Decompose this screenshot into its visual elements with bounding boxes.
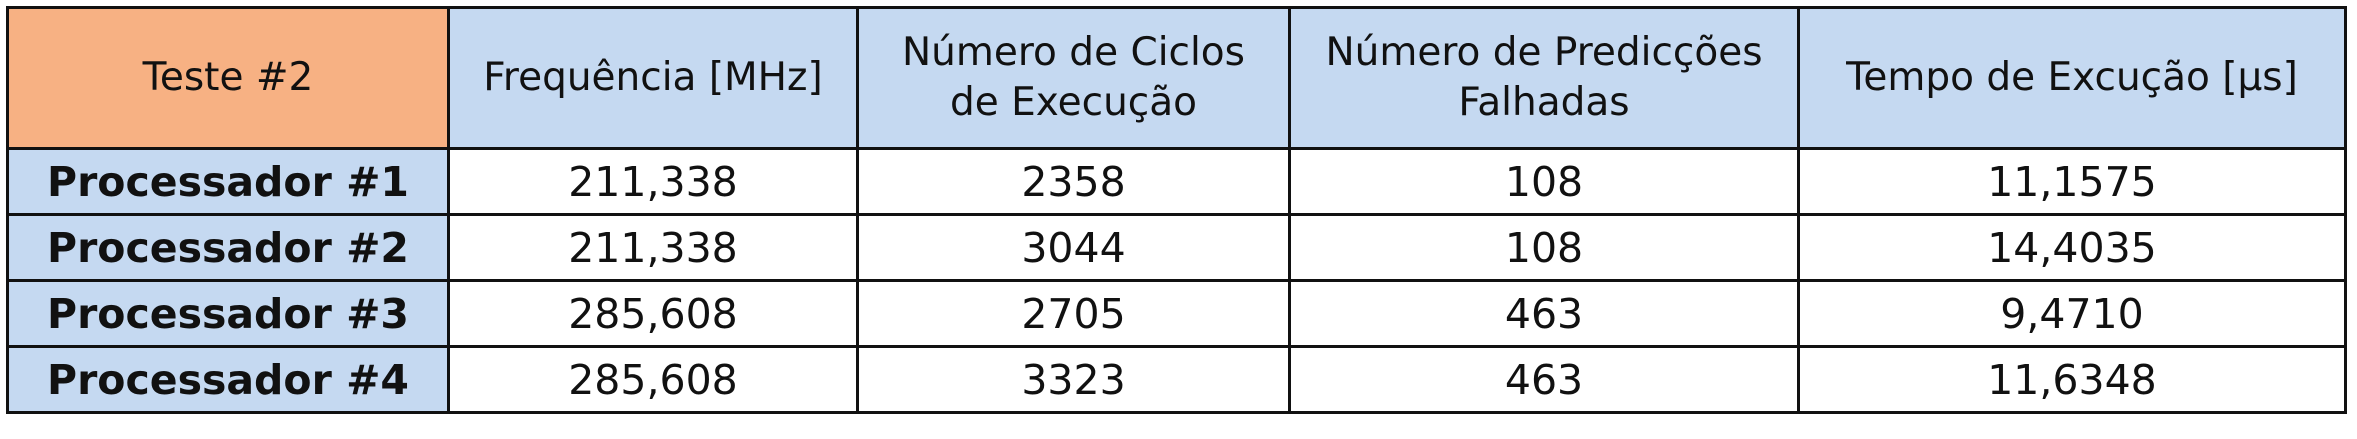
table-row: Processador #2 211,338 3044 108 14,4035 — [6, 213, 2347, 282]
cell-execution-time: 11,6348 — [1797, 345, 2347, 414]
row-label: Processador #3 — [6, 279, 450, 348]
header-execution-time-line-1: Tempo de Excução [µs] — [1846, 55, 2298, 100]
cell-frequency: 211,338 — [447, 213, 859, 282]
cell-failed-predictions: 108 — [1288, 213, 1800, 282]
corner-cell-test-label: Teste #2 — [6, 6, 450, 150]
cell-failed-predictions: 463 — [1288, 345, 1800, 414]
cell-frequency: 285,608 — [447, 279, 859, 348]
row-label: Processador #1 — [6, 147, 450, 216]
cell-execution-time: 11,1575 — [1797, 147, 2347, 216]
header-frequency: Frequência [MHz] — [447, 6, 859, 150]
cell-execution-time: 9,4710 — [1797, 279, 2347, 348]
header-execution-time: Tempo de Excução [µs] — [1797, 6, 2347, 150]
cell-frequency: 211,338 — [447, 147, 859, 216]
header-row: Teste #2 Frequência [MHz] Número de Cicl… — [6, 6, 2347, 150]
cell-execution-cycles: 2358 — [856, 147, 1291, 216]
cell-execution-cycles: 2705 — [856, 279, 1291, 348]
row-label: Processador #2 — [6, 213, 450, 282]
results-table-container: Teste #2 Frequência [MHz] Número de Cicl… — [6, 6, 2347, 414]
header-failed-predictions-line-1: Número de Predicções — [1325, 30, 1763, 75]
cell-failed-predictions: 463 — [1288, 279, 1800, 348]
cell-execution-cycles: 3044 — [856, 213, 1291, 282]
header-failed-predictions-line-2: Falhadas — [1458, 80, 1630, 125]
header-execution-cycles: Número de Ciclos de Execução — [856, 6, 1291, 150]
table-row: Processador #3 285,608 2705 463 9,4710 — [6, 279, 2347, 348]
table-row: Processador #4 285,608 3323 463 11,6348 — [6, 345, 2347, 414]
cell-frequency: 285,608 — [447, 345, 859, 414]
header-execution-cycles-line-1: Número de Ciclos — [902, 30, 1245, 75]
results-table: Teste #2 Frequência [MHz] Número de Cicl… — [6, 6, 2347, 414]
cell-execution-cycles: 3323 — [856, 345, 1291, 414]
cell-execution-time: 14,4035 — [1797, 213, 2347, 282]
header-execution-cycles-line-2: de Execução — [949, 80, 1198, 125]
row-label: Processador #4 — [6, 345, 450, 414]
header-frequency-line-1: Frequência [MHz] — [483, 55, 823, 100]
table-row: Processador #1 211,338 2358 108 11,1575 — [6, 147, 2347, 216]
cell-failed-predictions: 108 — [1288, 147, 1800, 216]
header-failed-predictions: Número de Predicções Falhadas — [1288, 6, 1800, 150]
